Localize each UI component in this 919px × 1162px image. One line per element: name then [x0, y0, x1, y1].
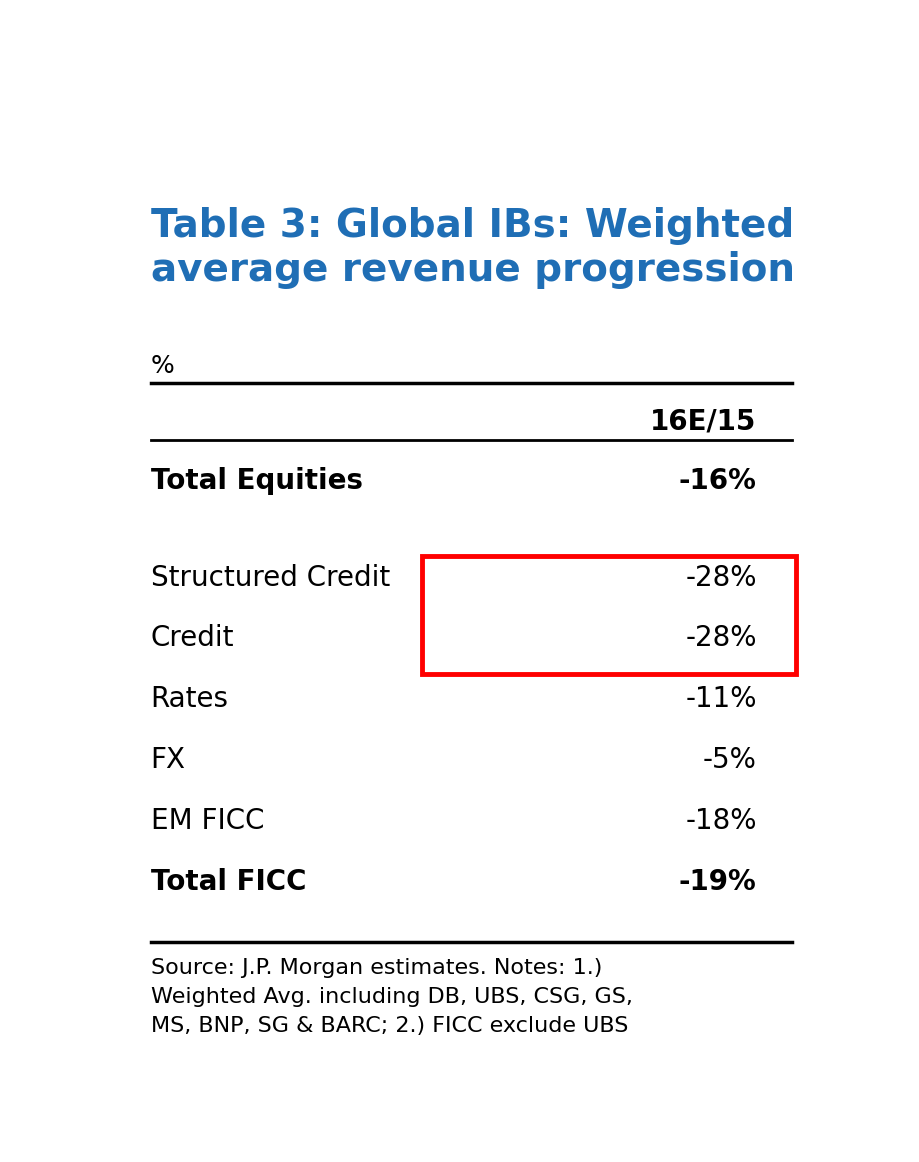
Text: Source: J.P. Morgan estimates. Notes: 1.)
Weighted Avg. including DB, UBS, CSG, : Source: J.P. Morgan estimates. Notes: 1.…: [151, 959, 632, 1035]
Text: 16E/15: 16E/15: [650, 408, 756, 436]
Text: -28%: -28%: [685, 624, 756, 652]
Text: -19%: -19%: [678, 868, 756, 896]
Bar: [421, 557, 795, 674]
Text: Total Equities: Total Equities: [151, 467, 362, 495]
Text: -5%: -5%: [702, 746, 756, 774]
Text: FX: FX: [151, 746, 186, 774]
Text: Rates: Rates: [151, 686, 229, 713]
Text: Total FICC: Total FICC: [151, 868, 306, 896]
Text: -18%: -18%: [685, 806, 756, 835]
Text: Table 3: Global IBs: Weighted
average revenue progression: Table 3: Global IBs: Weighted average re…: [151, 207, 794, 288]
Text: Credit: Credit: [151, 624, 234, 652]
Text: -28%: -28%: [685, 564, 756, 591]
Text: EM FICC: EM FICC: [151, 806, 264, 835]
Text: -16%: -16%: [678, 467, 756, 495]
Text: -11%: -11%: [685, 686, 756, 713]
Text: Structured Credit: Structured Credit: [151, 564, 390, 591]
Text: %: %: [151, 354, 175, 378]
